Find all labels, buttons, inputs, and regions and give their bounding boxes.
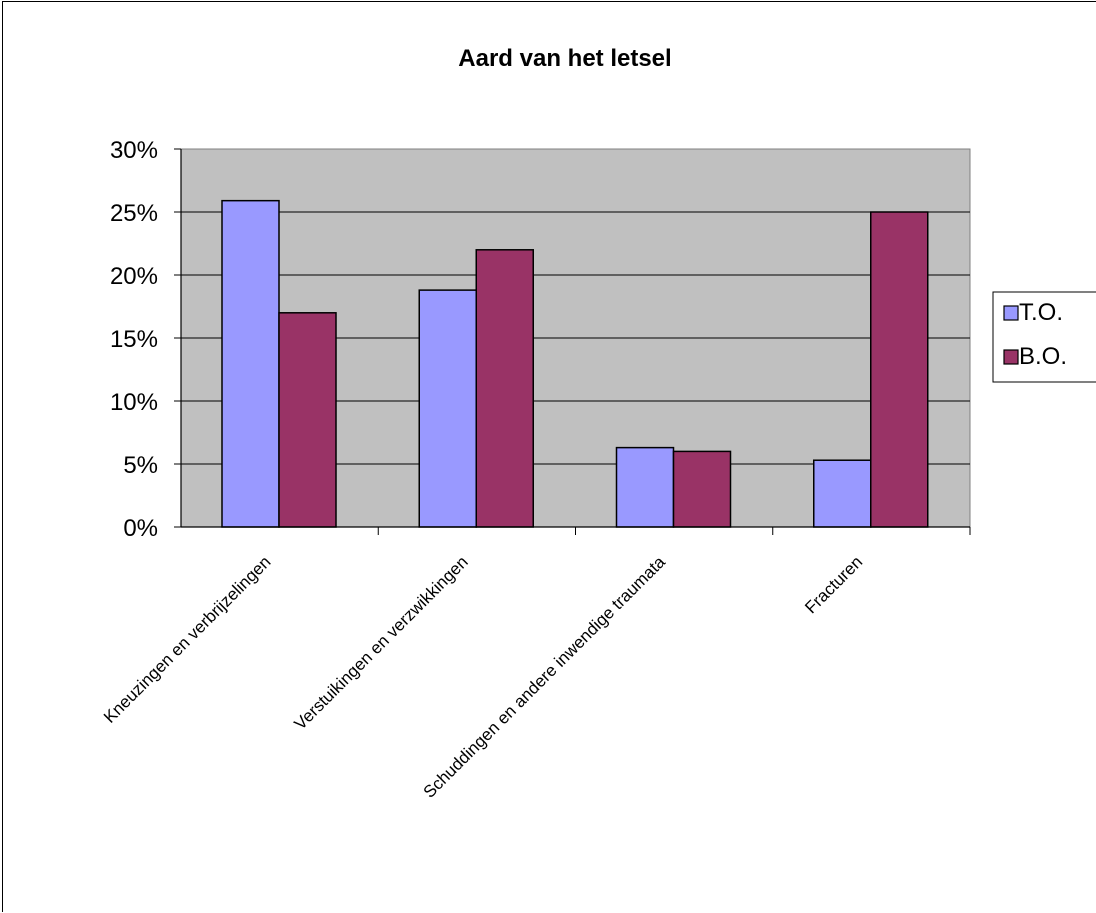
y-tick-label: 5% xyxy=(123,452,158,479)
legend-label-bo: B.O. xyxy=(1019,343,1067,370)
y-tick-label: 10% xyxy=(110,389,158,416)
y-tick-label: 20% xyxy=(110,263,158,290)
bar-to xyxy=(221,199,280,528)
bar-to xyxy=(813,459,872,528)
y-tick-label: 30% xyxy=(110,137,158,164)
bar-bo xyxy=(475,249,534,528)
x-tick-label: Schuddingen en andere inwendige traumata xyxy=(420,552,670,802)
chart-title: Aard van het letsel xyxy=(458,45,671,72)
legend-swatch-bo xyxy=(1003,349,1019,365)
legend: T.O. B.O. xyxy=(992,291,1096,383)
y-axis-ticks: 0% 5% 10% 15% 20% 25% 30% xyxy=(110,137,181,542)
x-tick-label: Kneuzingen en verbrijzelingen xyxy=(100,552,274,726)
x-tick-label: Verstuikingen en verzwikkingen xyxy=(291,552,472,733)
legend-swatch-to xyxy=(1003,305,1019,321)
y-tick-label: 0% xyxy=(123,515,158,542)
bar-bo xyxy=(672,450,732,528)
legend-label-to: T.O. xyxy=(1019,299,1063,326)
y-tick-label: 25% xyxy=(110,200,158,227)
y-tick-label: 15% xyxy=(110,326,158,353)
x-axis-ticks: Kneuzingen en verbrijzelingen Verstuiking… xyxy=(100,552,866,802)
bars xyxy=(221,199,929,528)
x-tick-label: Fracturen xyxy=(801,552,866,617)
bar-bo xyxy=(278,312,337,528)
bar-to xyxy=(418,289,477,528)
bar-to xyxy=(615,446,675,528)
bar-bo xyxy=(870,211,929,528)
